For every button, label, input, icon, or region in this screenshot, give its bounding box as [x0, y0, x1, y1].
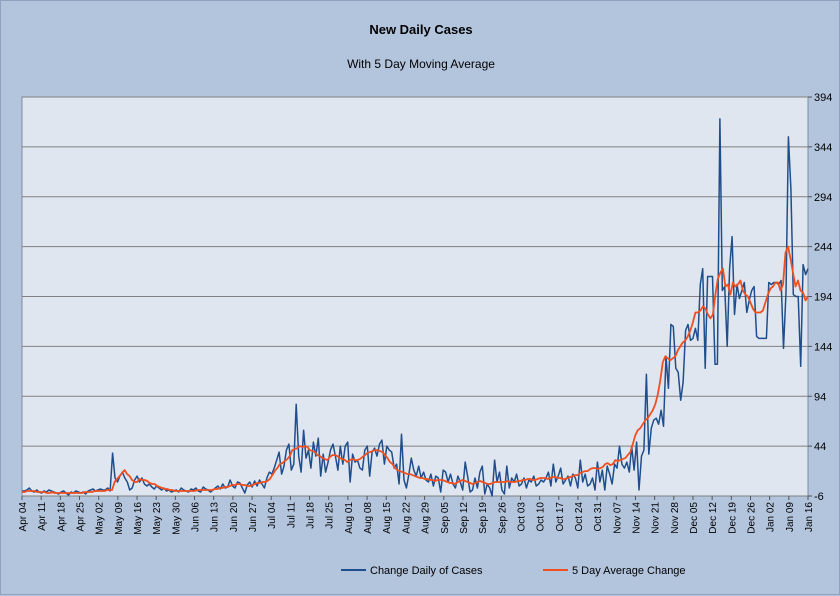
x-tick-label: Nov 07: [612, 502, 623, 534]
x-tick-label: Apr 11: [37, 502, 48, 531]
x-tick-label: Jan 16: [804, 502, 815, 532]
x-tick-label: Oct 03: [516, 502, 527, 532]
x-tick-label: Apr 04: [18, 502, 29, 532]
x-tick-label: Jan 09: [785, 502, 796, 532]
x-tick-label: Oct 17: [555, 502, 566, 532]
x-tick-label: Aug 15: [382, 502, 393, 534]
x-tick-label: Nov 14: [631, 502, 642, 534]
y-tick-label: -6: [814, 491, 824, 503]
x-tick-label: Jun 27: [248, 502, 259, 532]
x-tick-label: Oct 24: [574, 502, 585, 532]
x-tick-label: Oct 10: [536, 502, 547, 532]
y-tick-label: 44: [814, 441, 826, 453]
y-tick-label: 294: [814, 192, 832, 204]
y-tick-label: 394: [814, 92, 832, 104]
legend: Change Daily of Cases 5 Day Average Chan…: [341, 565, 686, 577]
x-tick-label: Nov 21: [651, 502, 662, 534]
y-tick-label: 144: [814, 341, 832, 353]
x-tick-label: Aug 01: [344, 502, 355, 534]
series-line-average: [22, 245, 809, 494]
x-tick-label: May 16: [133, 502, 144, 535]
x-tick-label: Sep 12: [459, 502, 470, 534]
x-tick-label: Dec 19: [727, 502, 738, 534]
chart-subtitle: With 5 Day Moving Average: [347, 57, 495, 71]
legend-label-average: 5 Day Average Change: [572, 565, 686, 577]
x-tick-label: Apr 18: [56, 502, 67, 532]
x-tick-label: Jun 13: [210, 502, 221, 532]
x-tick-label: Jun 20: [229, 502, 240, 532]
x-tick-label: Jul 04: [267, 502, 278, 529]
y-tick-label: 94: [814, 391, 826, 403]
y-tick-label: 194: [814, 292, 832, 304]
x-tick-label: Apr 25: [76, 502, 87, 532]
y-tick-label: 244: [814, 242, 832, 254]
x-tick-label: May 23: [152, 502, 163, 535]
x-tick-label: Jul 25: [325, 502, 336, 529]
x-tick-label: Oct 31: [593, 502, 604, 532]
legend-label-daily: Change Daily of Cases: [370, 565, 483, 577]
x-tick-label: Sep 05: [440, 502, 451, 534]
y-tick-label: 344: [814, 142, 832, 154]
x-tick-label: Jan 02: [766, 502, 777, 532]
x-tick-label: Jun 06: [191, 502, 202, 532]
x-tick-label: Dec 26: [746, 502, 757, 534]
x-tick-label: Sep 19: [478, 502, 489, 534]
x-tick-label: Nov 28: [670, 502, 681, 534]
x-tick-label: Jul 11: [286, 502, 297, 528]
x-tick-label: Aug 08: [363, 502, 374, 534]
x-tick-label: May 30: [171, 502, 182, 535]
series-line-daily: [22, 118, 809, 497]
x-tick-label: Dec 05: [689, 502, 700, 534]
x-tick-label: Jul 18: [306, 502, 317, 529]
x-tick-label: May 09: [114, 502, 125, 535]
x-tick-label: Aug 29: [421, 502, 432, 534]
x-tick-label: May 02: [95, 502, 106, 535]
x-tick-label: Dec 12: [708, 502, 719, 534]
x-tick-label: Aug 22: [401, 502, 412, 534]
chart-title: New Daily Cases: [369, 22, 472, 37]
x-tick-label: Sep 26: [497, 502, 508, 534]
